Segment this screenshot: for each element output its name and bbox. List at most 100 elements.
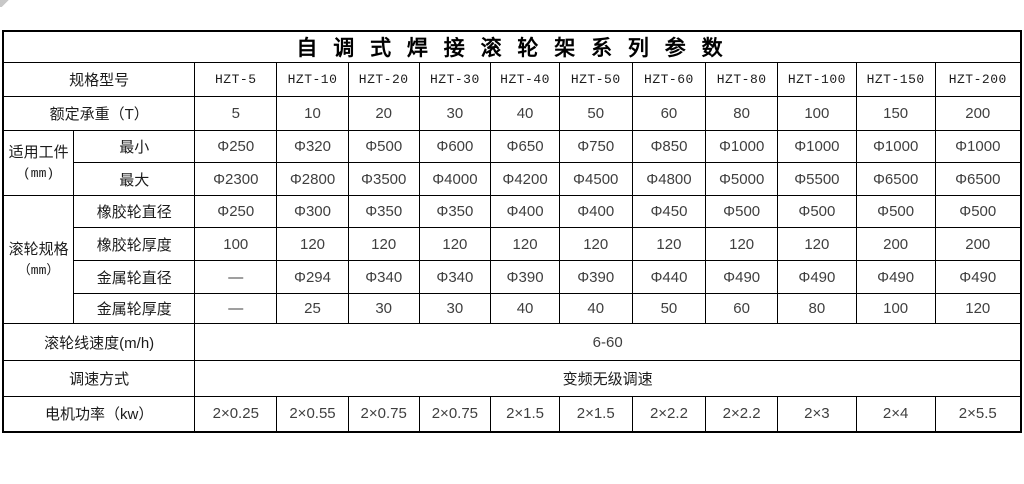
group-label-text: 滚轮规格 bbox=[8, 240, 69, 258]
value-cell: Φ294 bbox=[276, 260, 349, 294]
value-cell: Φ390 bbox=[490, 260, 560, 294]
value-cell: Φ6500 bbox=[855, 162, 936, 196]
value-cell: Φ500 bbox=[855, 195, 936, 228]
workpiece-max-row: 最大 Φ2300 Φ2800 Φ3500 Φ4000 Φ4200 Φ4500 Φ… bbox=[3, 162, 1022, 196]
metal-diameter-row: 金属轮直径 — Φ294 Φ340 Φ340 Φ390 Φ390 Φ440 Φ4… bbox=[3, 260, 1022, 294]
value-cell: Φ3500 bbox=[347, 162, 420, 196]
row-label-model: 规格型号 bbox=[2, 62, 196, 97]
value-cell: Φ1000 bbox=[776, 130, 857, 163]
value-cell: Φ490 bbox=[934, 260, 1022, 294]
value-cell: Φ440 bbox=[631, 260, 707, 294]
value-cell: 2×0.75 bbox=[347, 396, 420, 432]
value-cell: 200 bbox=[934, 96, 1022, 131]
value-cell: 2×0.25 bbox=[194, 396, 278, 432]
row-label-speed-control: 调速方式 bbox=[2, 360, 196, 397]
value-cell: 5 bbox=[194, 96, 278, 131]
rated-load-row: 额定承重（T） 5 10 20 30 40 50 60 80 100 150 2… bbox=[2, 96, 1022, 131]
value-cell: Φ2300 bbox=[194, 162, 278, 196]
value-cell: Φ5000 bbox=[705, 162, 778, 196]
value-cell: 40 bbox=[490, 293, 560, 324]
value-cell: Φ750 bbox=[558, 130, 633, 163]
group-label-text: 适用工件 bbox=[8, 144, 69, 162]
column-header: HZT-10 bbox=[276, 62, 349, 97]
value-cell: 2×3 bbox=[776, 396, 857, 432]
value-cell: Φ500 bbox=[347, 130, 420, 163]
row-label-metal-diameter: 金属轮直径 bbox=[73, 260, 196, 294]
value-cell: 2×1.5 bbox=[490, 396, 560, 432]
value-cell: Φ350 bbox=[347, 195, 420, 228]
value-cell: Φ250 bbox=[194, 195, 278, 228]
value-cell: 120 bbox=[558, 227, 633, 261]
value-cell: 100 bbox=[776, 96, 857, 131]
spec-table: 自 调 式 焊 接 滚 轮 架 系 列 参 数 规格型号 HZT-5 HZT-1… bbox=[2, 30, 1022, 433]
row-label-min: 最小 bbox=[73, 130, 196, 163]
value-cell: Φ320 bbox=[276, 130, 349, 163]
value-cell: Φ490 bbox=[776, 260, 857, 294]
value-cell: Φ340 bbox=[418, 260, 492, 294]
value-cell: 50 bbox=[558, 96, 633, 131]
value-cell: — bbox=[194, 260, 278, 294]
value-cell: 120 bbox=[418, 227, 492, 261]
value-cell: 150 bbox=[855, 96, 936, 131]
value-cell: 120 bbox=[934, 293, 1022, 324]
column-header: HZT-100 bbox=[776, 62, 857, 97]
row-label-rubber-thickness: 橡胶轮厚度 bbox=[73, 227, 196, 261]
value-cell: Φ250 bbox=[194, 130, 278, 163]
column-header: HZT-20 bbox=[347, 62, 420, 97]
group-unit-text: (mm) bbox=[22, 166, 55, 182]
value-cell: Φ2800 bbox=[276, 162, 349, 196]
value-cell: 25 bbox=[276, 293, 349, 324]
group-label-roller: 滚轮规格 （mm） bbox=[2, 195, 75, 324]
value-cell: 80 bbox=[776, 293, 857, 324]
value-cell: Φ1000 bbox=[855, 130, 936, 163]
value-cell: 120 bbox=[776, 227, 857, 261]
value-cell: 60 bbox=[705, 293, 778, 324]
value-cell: 120 bbox=[631, 227, 707, 261]
value-cell: 60 bbox=[631, 96, 707, 131]
value-cell: 120 bbox=[347, 227, 420, 261]
row-label-line-speed: 滚轮线速度(m/h) bbox=[2, 323, 196, 361]
group-unit-text: （mm） bbox=[17, 262, 60, 278]
value-cell: 200 bbox=[855, 227, 936, 261]
workpiece-min-row: 适用工件 (mm) 最小 Φ250 Φ320 Φ500 Φ600 Φ650 Φ7… bbox=[2, 130, 1022, 196]
value-cell: 2×4 bbox=[855, 396, 936, 432]
column-header: HZT-40 bbox=[490, 62, 560, 97]
speed-control-row: 调速方式 变频无级调速 bbox=[2, 360, 1022, 397]
value-cell: Φ500 bbox=[934, 195, 1022, 228]
value-cell: 100 bbox=[855, 293, 936, 324]
value-cell: Φ400 bbox=[490, 195, 560, 228]
column-header: HZT-150 bbox=[855, 62, 936, 97]
value-cell: 30 bbox=[418, 96, 492, 131]
column-header: HZT-80 bbox=[705, 62, 778, 97]
rubber-diameter-row: 滚轮规格 （mm） 橡胶轮直径 Φ250 Φ300 Φ350 Φ350 Φ400… bbox=[2, 195, 1022, 324]
value-cell: Φ5500 bbox=[776, 162, 857, 196]
column-header: HZT-50 bbox=[558, 62, 633, 97]
group-label-workpiece: 适用工件 (mm) bbox=[2, 130, 75, 196]
value-cell: 2×0.75 bbox=[418, 396, 492, 432]
value-cell: Φ490 bbox=[855, 260, 936, 294]
value-cell: Φ4800 bbox=[631, 162, 707, 196]
metal-thickness-row: 金属轮厚度 — 25 30 30 40 40 50 60 80 100 120 bbox=[3, 293, 1022, 324]
value-cell: Φ500 bbox=[705, 195, 778, 228]
column-header: HZT-60 bbox=[631, 62, 707, 97]
value-cell: 50 bbox=[631, 293, 707, 324]
value-cell: 200 bbox=[934, 227, 1022, 261]
value-cell: — bbox=[194, 293, 278, 324]
line-speed-value: 6-60 bbox=[194, 323, 1022, 361]
value-cell: Φ850 bbox=[631, 130, 707, 163]
value-cell: 30 bbox=[347, 293, 420, 324]
value-cell: 30 bbox=[418, 293, 492, 324]
value-cell: 2×5.5 bbox=[934, 396, 1022, 432]
value-cell: Φ450 bbox=[631, 195, 707, 228]
value-cell: Φ4200 bbox=[490, 162, 560, 196]
value-cell: Φ350 bbox=[418, 195, 492, 228]
row-label-metal-thickness: 金属轮厚度 bbox=[73, 293, 196, 324]
value-cell: Φ340 bbox=[347, 260, 420, 294]
motor-power-row: 电机功率（kw） 2×0.25 2×0.55 2×0.75 2×0.75 2×1… bbox=[2, 396, 1022, 432]
rubber-thickness-row: 橡胶轮厚度 100 120 120 120 120 120 120 120 12… bbox=[3, 227, 1022, 261]
value-cell: Φ300 bbox=[276, 195, 349, 228]
column-header: HZT-30 bbox=[418, 62, 492, 97]
column-header: HZT-5 bbox=[194, 62, 278, 97]
value-cell: Φ4000 bbox=[418, 162, 492, 196]
value-cell: 120 bbox=[276, 227, 349, 261]
